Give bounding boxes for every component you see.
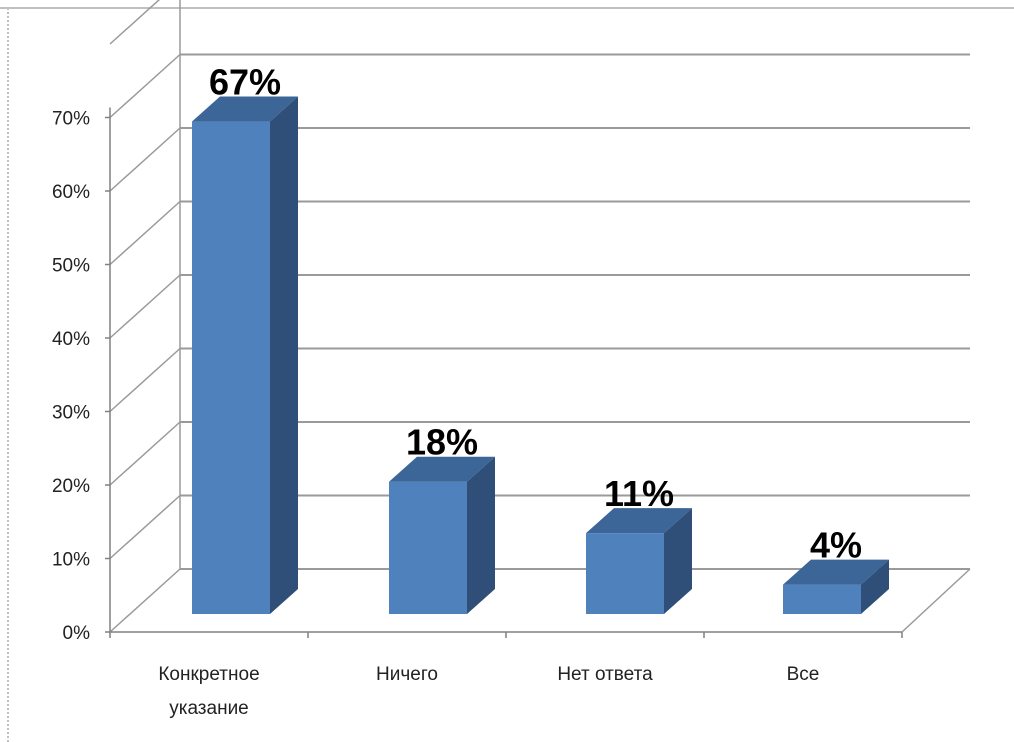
gridline-diagonal	[109, 200, 181, 266]
bar-front	[586, 533, 664, 614]
category-label: Нет ответа	[557, 664, 653, 685]
gridline-diagonal	[109, 494, 181, 560]
category-label-line: Ничего	[376, 664, 438, 685]
window-frame	[0, 7, 1014, 742]
category-label-line: Все	[787, 664, 820, 685]
gridline-diagonal	[109, 53, 181, 119]
bar-top	[586, 508, 692, 534]
gridline-diagonal	[109, 0, 161, 45]
category-label-line: Нет ответа	[557, 664, 653, 685]
category-label: Ничего	[376, 664, 438, 685]
bar-top	[389, 456, 495, 482]
category-labels: Конкретное указание Ничего Нет ответа Все	[158, 664, 819, 719]
y-tick-label: 30%	[52, 403, 90, 424]
y-tick-label: 10%	[52, 550, 90, 571]
y-tick-label: 60%	[52, 182, 90, 203]
bars	[192, 96, 889, 615]
y-tick-labels: 0% 10% 20% 30% 40% 50% 60% 70%	[52, 109, 90, 645]
gridlines	[109, 0, 970, 633]
gridline-diagonal	[109, 274, 181, 339]
bar-side	[467, 456, 495, 614]
gridline-diagonal	[109, 421, 181, 486]
y-tick-label: 20%	[52, 476, 90, 497]
data-label: 67%	[209, 62, 281, 103]
data-labels: 67% 18% 11% 4%	[209, 62, 862, 566]
category-label-line: Конкретное	[158, 664, 259, 685]
bar-front	[783, 584, 861, 614]
category-label-line: указание	[169, 698, 249, 719]
bar-side	[664, 508, 692, 614]
data-label: 11%	[604, 473, 674, 514]
data-label: 4%	[810, 525, 862, 566]
y-tick-label: 40%	[52, 329, 90, 350]
gridline-diagonal	[109, 347, 181, 413]
gridline-diagonal	[109, 568, 181, 633]
y-tick-label: 70%	[52, 109, 90, 130]
y-tick-label: 0%	[63, 623, 91, 644]
gridline-diagonal	[109, 127, 181, 192]
category-label: Все	[787, 664, 820, 685]
floor-right-edge	[901, 568, 971, 633]
bar-top	[783, 559, 889, 585]
bar-side	[270, 96, 298, 615]
category-label: Конкретное указание	[158, 664, 259, 719]
bar-front	[389, 481, 467, 614]
bar-front	[192, 121, 270, 615]
bar-top	[192, 96, 298, 122]
bar-side	[861, 559, 889, 614]
data-label: 18%	[406, 422, 478, 463]
y-tick-label: 50%	[52, 256, 90, 277]
